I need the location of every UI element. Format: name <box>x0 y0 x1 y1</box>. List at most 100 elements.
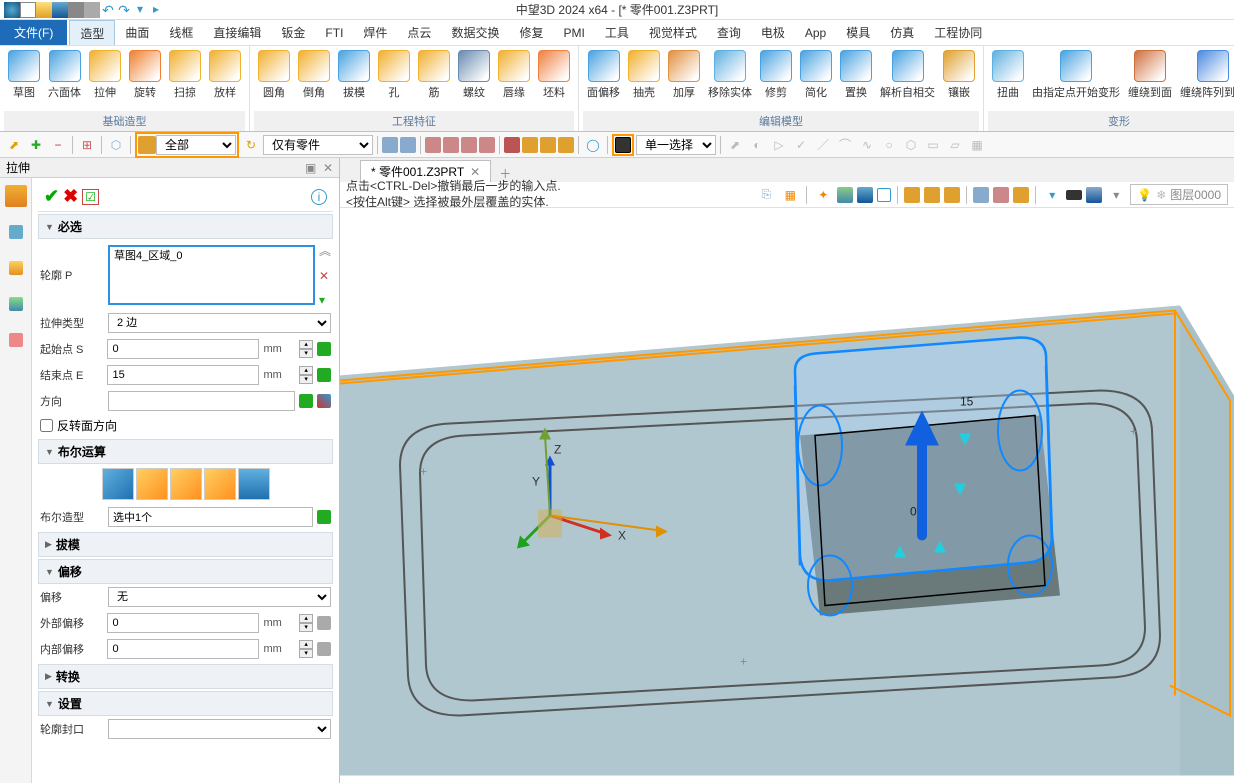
layer-box[interactable]: 💡 ❄ 图层0000 <box>1130 184 1228 205</box>
section-xform[interactable]: 转换 <box>38 664 333 689</box>
ribbon-简化[interactable]: 简化 <box>796 48 836 111</box>
refresh-icon[interactable]: ↻ <box>241 135 261 155</box>
ribbon-扭曲[interactable]: 扭曲 <box>988 48 1028 111</box>
menu-焊件[interactable]: 焊件 <box>353 20 397 45</box>
spin-up[interactable]: ▴ <box>299 340 313 349</box>
vt-2[interactable]: ▦ <box>780 185 800 205</box>
ribbon-修剪[interactable]: 修剪 <box>756 48 796 111</box>
menu-线框[interactable]: 线框 <box>159 20 203 45</box>
tb-gray-12[interactable]: ▦ <box>967 135 987 155</box>
booltype-input[interactable] <box>108 507 313 527</box>
tab-user[interactable] <box>0 322 32 358</box>
menu-PMI[interactable]: PMI <box>553 20 594 45</box>
section-settings[interactable]: 设置 <box>38 691 333 716</box>
section-required[interactable]: 必选 <box>38 214 333 239</box>
start-input[interactable] <box>107 339 259 359</box>
tb-ico-10[interactable] <box>558 137 574 153</box>
ribbon-放样[interactable]: 放样 <box>205 48 245 111</box>
profile-input[interactable]: 草图4_区域_0 <box>108 245 315 305</box>
menu-修复[interactable]: 修复 <box>509 20 553 45</box>
new-icon[interactable] <box>20 2 36 18</box>
ribbon-坯料[interactable]: 坯料 <box>534 48 574 111</box>
ribbon-唇缘[interactable]: 唇缘 <box>494 48 534 111</box>
tb-gray-1[interactable]: ⬈ <box>725 135 745 155</box>
vt-13[interactable]: ▾ <box>1042 185 1062 205</box>
profile-up-icon[interactable]: ︽ <box>319 242 331 259</box>
tb-gray-10[interactable]: ▭ <box>923 135 943 155</box>
tb-gray-2[interactable]: ◐ <box>747 135 767 155</box>
ribbon-面偏移[interactable]: 面偏移 <box>583 48 624 111</box>
menu-工程协同[interactable]: 工程协同 <box>924 20 992 45</box>
open-icon[interactable] <box>36 2 52 18</box>
tb-gray-4[interactable]: ✓ <box>791 135 811 155</box>
ribbon-缠绕阵列到面[interactable]: 缠绕阵列到面 <box>1176 48 1234 111</box>
tb-ico-2[interactable] <box>400 137 416 153</box>
section-bool[interactable]: 布尔运算 <box>38 439 333 464</box>
ribbon-筋[interactable]: 筋 <box>414 48 454 111</box>
menu-视觉样式[interactable]: 视觉样式 <box>639 20 707 45</box>
dir-input[interactable] <box>108 391 295 411</box>
vt-12[interactable] <box>1013 187 1029 203</box>
ribbon-置换[interactable]: 置换 <box>836 48 876 111</box>
parts-combo[interactable]: 仅有零件 <box>263 135 373 155</box>
bool-sub-icon[interactable] <box>170 468 202 500</box>
play-icon[interactable]: ▸ <box>148 2 164 18</box>
type-combo[interactable]: 2 边 <box>108 313 331 333</box>
cursor-icon[interactable]: ⬈ <box>4 135 24 155</box>
vt-5[interactable] <box>857 187 873 203</box>
profile-dn-icon[interactable]: ▾ <box>319 293 331 307</box>
ribbon-旋转[interactable]: 旋转 <box>125 48 165 111</box>
undo-icon[interactable]: ↶ <box>100 2 116 18</box>
filter-icon[interactable] <box>138 136 156 154</box>
bool-int-icon[interactable] <box>204 468 236 500</box>
ribbon-倒角[interactable]: 倒角 <box>294 48 334 111</box>
menu-直接编辑[interactable]: 直接编辑 <box>203 20 271 45</box>
cut-icon[interactable] <box>84 2 100 18</box>
tb-ico-6[interactable] <box>479 137 495 153</box>
ribbon-草图[interactable]: 草图 <box>4 48 44 111</box>
more-icon[interactable]: ▾ <box>132 2 148 18</box>
ribbon-拉伸[interactable]: 拉伸 <box>85 48 125 111</box>
start-opt-icon[interactable] <box>317 342 331 356</box>
tb-ico-11[interactable]: ◯ <box>583 135 603 155</box>
tb-ico-1[interactable] <box>382 137 398 153</box>
section-offset[interactable]: 偏移 <box>38 559 333 584</box>
vt-7[interactable] <box>904 187 920 203</box>
bool-add-icon[interactable] <box>136 468 168 500</box>
tab-feature[interactable] <box>0 178 32 214</box>
remove-icon[interactable]: − <box>48 135 68 155</box>
ribbon-镶嵌[interactable]: 镶嵌 <box>939 48 979 111</box>
menu-点云[interactable]: 点云 <box>397 20 441 45</box>
tab-tree[interactable] <box>0 214 32 250</box>
vt-4[interactable] <box>837 187 853 203</box>
save-icon[interactable] <box>52 2 68 18</box>
tb-ico-3[interactable] <box>425 137 441 153</box>
tb-ico-8[interactable] <box>522 137 538 153</box>
grid-icon[interactable]: ⊞ <box>77 135 97 155</box>
ribbon-抽壳[interactable]: 抽壳 <box>624 48 664 111</box>
apply-button[interactable]: ☑ <box>82 189 99 205</box>
hex-icon[interactable]: ⬡ <box>106 135 126 155</box>
dir-opt1-icon[interactable] <box>299 394 313 408</box>
profile-del-icon[interactable]: ✕ <box>319 269 331 283</box>
canvas[interactable]: + + + <box>340 208 1234 783</box>
vt-1[interactable]: ⎘ <box>756 185 776 205</box>
vt-14[interactable] <box>1066 190 1082 200</box>
menu-file[interactable]: 文件(F) <box>0 20 67 45</box>
filter-combo[interactable]: 全部 <box>156 135 236 155</box>
selmode-combo[interactable]: 单一选择 <box>636 135 716 155</box>
vt-11[interactable] <box>993 187 1009 203</box>
tb-gray-3[interactable]: ▷ <box>769 135 789 155</box>
ribbon-由指定点开始变形[interactable]: 由指定点开始变形 <box>1028 48 1124 111</box>
vt-9[interactable] <box>944 187 960 203</box>
menu-电极[interactable]: 电极 <box>751 20 795 45</box>
bool-base-icon[interactable] <box>102 468 134 500</box>
redo-icon[interactable]: ↷ <box>116 2 132 18</box>
tb-gray-8[interactable]: ○ <box>879 135 899 155</box>
ribbon-移除实体[interactable]: 移除实体 <box>704 48 756 111</box>
ok-button[interactable]: ✔ <box>44 186 59 207</box>
cap-combo[interactable] <box>108 719 331 739</box>
tab-box[interactable] <box>0 250 32 286</box>
outer-input[interactable] <box>107 613 259 633</box>
ribbon-加厚[interactable]: 加厚 <box>664 48 704 111</box>
